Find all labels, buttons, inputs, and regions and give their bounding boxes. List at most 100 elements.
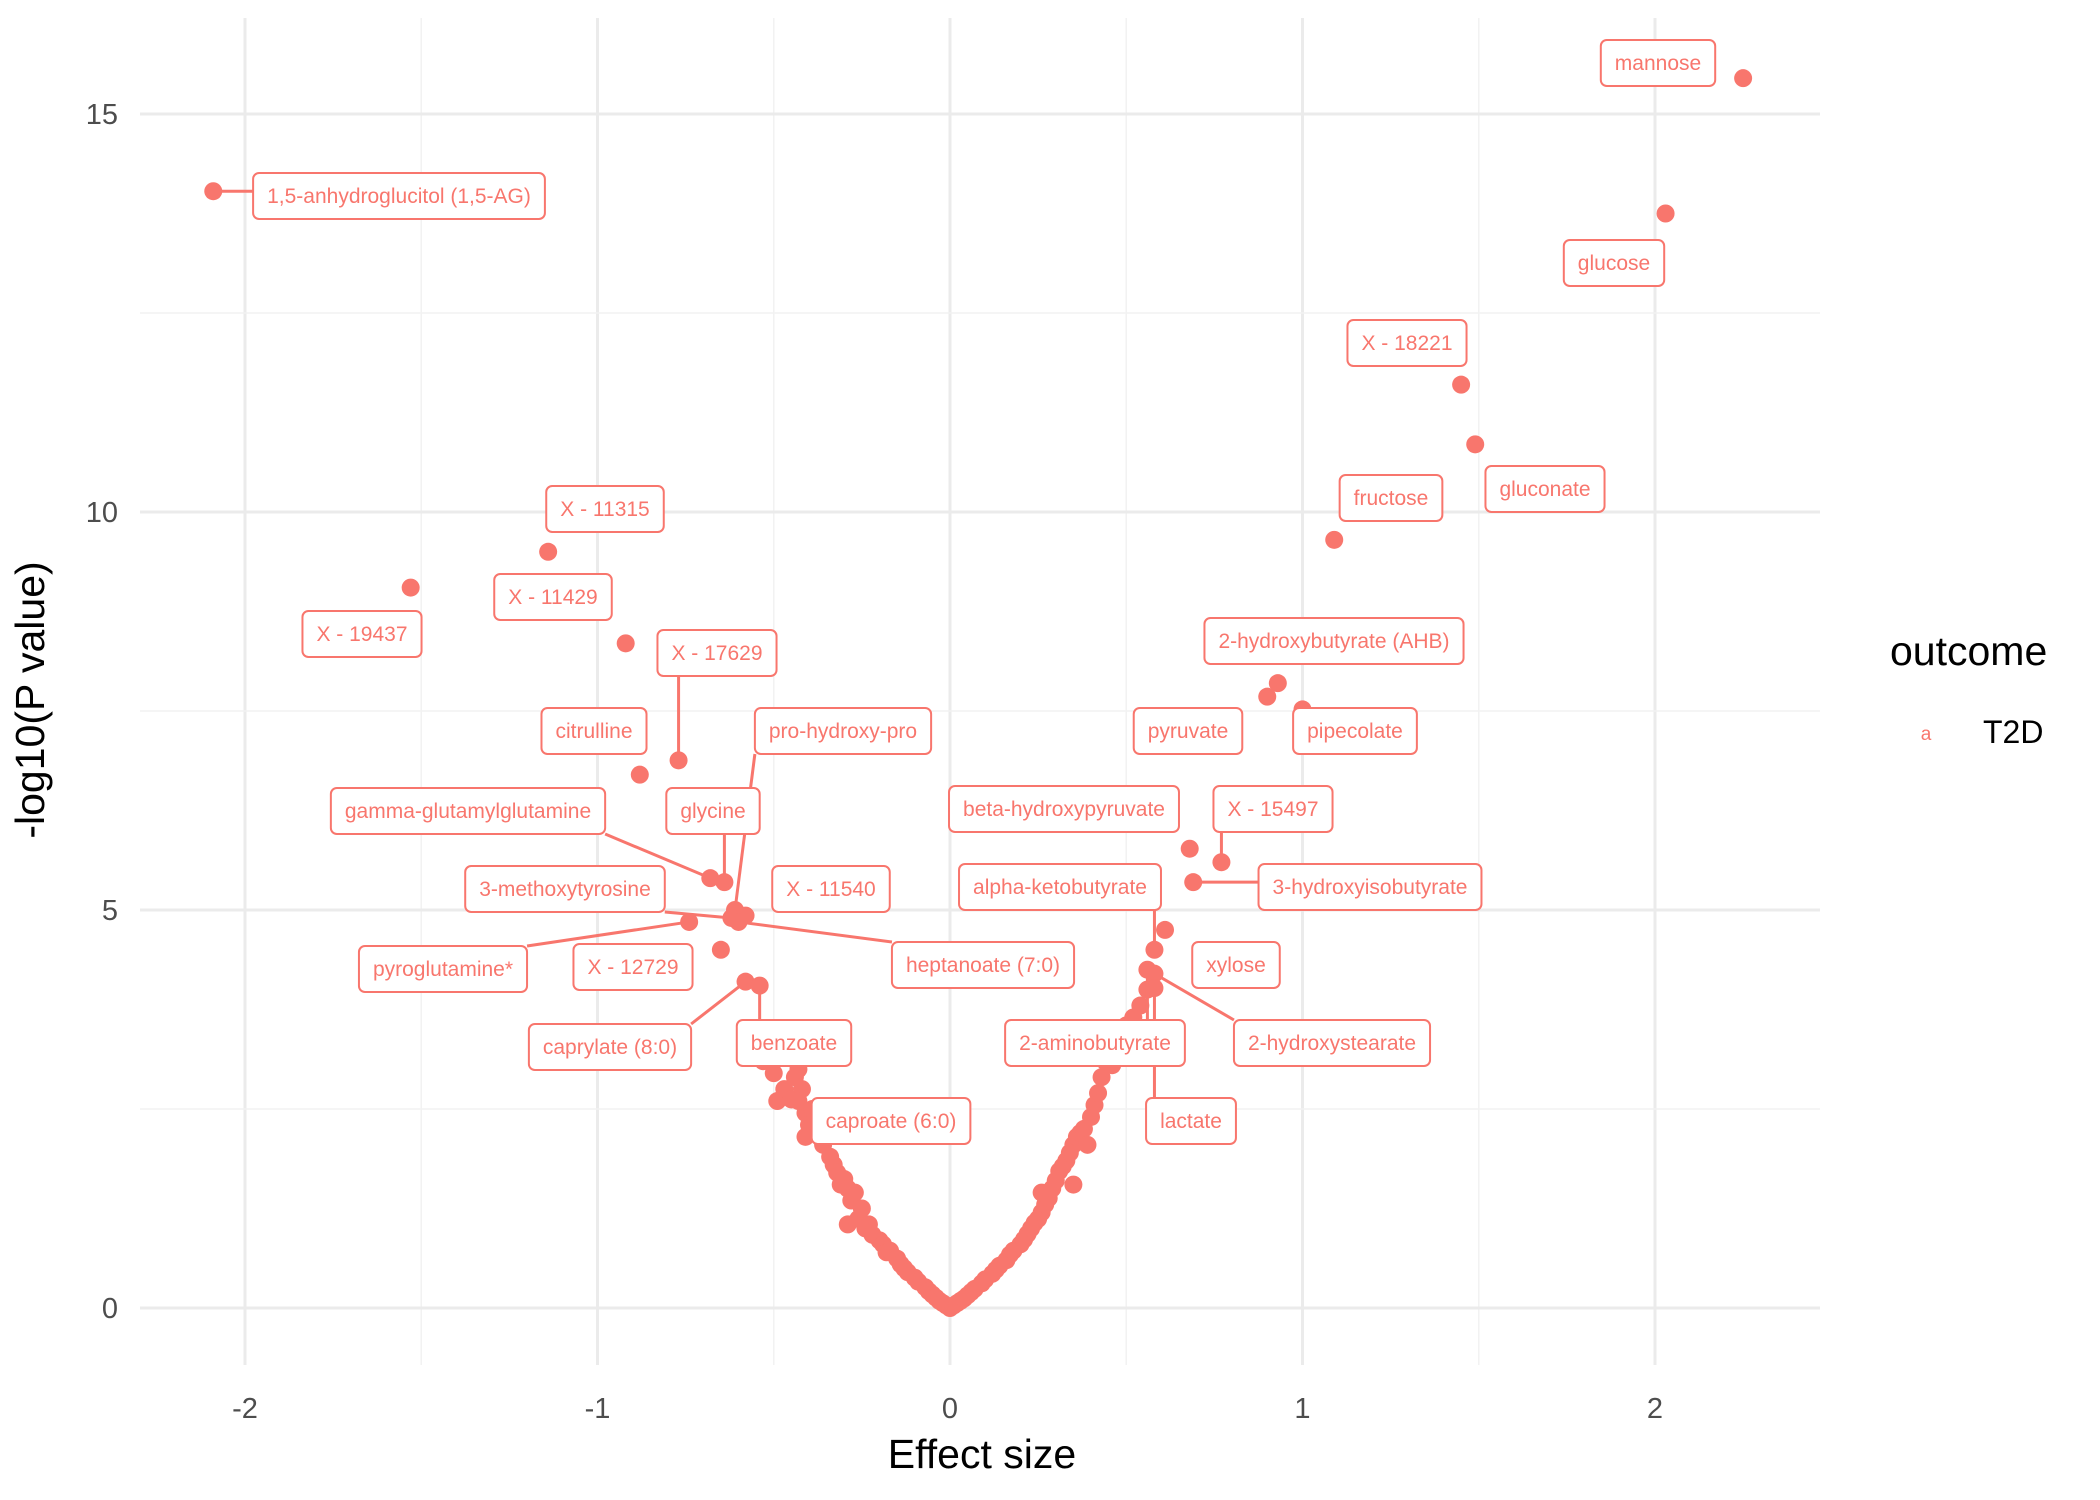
label-box — [1292, 707, 1418, 755]
label-box — [540, 707, 648, 755]
data-point — [1064, 1175, 1083, 1194]
point-label-gluconate: gluconate — [1499, 478, 1590, 501]
x-tick-label: 0 — [942, 1393, 958, 1425]
x-tick-label: -1 — [585, 1393, 611, 1425]
label-box — [890, 941, 1076, 989]
label-box — [301, 610, 423, 658]
data-point-pyroglutamine — [680, 912, 699, 931]
data-point-citrulline — [630, 765, 649, 784]
data-point-caprylate-8-0 — [736, 972, 755, 991]
legend-title: outcome — [1890, 628, 2047, 674]
point-label-x-11315: X - 11315 — [560, 498, 650, 521]
leader-line — [738, 920, 893, 944]
data-point — [1092, 1068, 1111, 1087]
leader-line — [690, 980, 747, 1026]
point-label-x-11540: X - 11540 — [786, 878, 876, 901]
point-label-mannose: mannose — [1615, 52, 1701, 75]
data-point-x-17629 — [669, 751, 688, 770]
data-point-x-11429 — [616, 634, 635, 653]
data-point-caproate-6-0 — [789, 1092, 808, 1111]
label-box — [1338, 474, 1444, 522]
point-label-lactate: lactate — [1160, 1110, 1222, 1133]
data-point-glucose — [1656, 204, 1675, 223]
label-box — [329, 787, 607, 835]
y-tick-label: 5 — [102, 895, 118, 927]
point-label-3-hydroxyisobutyrate: 3-hydroxyisobutyrate — [1273, 876, 1468, 899]
data-point — [852, 1199, 871, 1218]
data-point-x-18221 — [1452, 375, 1471, 394]
label-box — [753, 707, 933, 755]
label-box — [665, 787, 761, 835]
label-box — [1562, 239, 1666, 287]
data-point-glycine — [715, 873, 734, 892]
point-label-glycine: glycine — [680, 800, 745, 823]
data-point — [1078, 1135, 1097, 1154]
label-box — [1346, 319, 1468, 367]
point-label-1-5-anhydroglucitol-1-5-ag: 1,5-anhydroglucitol (1,5-AG) — [267, 185, 531, 208]
data-point-pyruvate — [1258, 687, 1277, 706]
point-label-fructose: fructose — [1354, 487, 1429, 510]
label-box — [464, 865, 666, 913]
point-label-2-aminobutyrate: 2-aminobutyrate — [1019, 1032, 1171, 1055]
data-point-fructose — [1325, 530, 1344, 549]
data-point — [764, 1064, 783, 1083]
point-label-pyroglutamine: pyroglutamine* — [373, 958, 513, 981]
label-box — [572, 943, 694, 991]
y-tick-label: 10 — [86, 497, 118, 529]
label-box — [1212, 785, 1334, 833]
point-label-caprylate-8-0: caprylate (8:0) — [543, 1036, 677, 1059]
data-point-alpha-ketobutyrate — [1145, 940, 1164, 959]
data-point-xylose — [1156, 920, 1175, 939]
point-label-glucose: glucose — [1578, 252, 1650, 275]
data-point-x-11315 — [539, 542, 558, 561]
point-label-x-11429: X - 11429 — [508, 586, 598, 609]
label-box — [252, 172, 546, 220]
x-tick-label: 1 — [1294, 1393, 1310, 1425]
label-box — [1599, 39, 1717, 87]
data-point-x-12729 — [711, 940, 730, 959]
point-label-pipecolate: pipecolate — [1307, 720, 1403, 743]
label-box — [771, 865, 891, 913]
data-point-heptanoate-7-0 — [729, 912, 748, 931]
data-point — [1131, 996, 1150, 1015]
point-labels: mannose glucose 1,5-anhydroglucitol (1,5-A… — [252, 39, 1717, 1145]
point-label-x-18221: X - 18221 — [1361, 332, 1452, 355]
label-box — [1004, 1019, 1186, 1067]
data-point-beta-hydroxypyruvate — [1180, 839, 1199, 858]
point-label-beta-hydroxypyruvate: beta-hydroxypyruvate — [963, 798, 1165, 821]
point-label-alpha-ketobutyrate: alpha-ketobutyrate — [973, 876, 1147, 899]
grid — [140, 18, 1820, 1365]
data-point-2-hydroxybutyrate-ahb — [1268, 674, 1287, 693]
point-label-2-hydroxybutyrate-ahb: 2-hydroxybutyrate (AHB) — [1218, 630, 1449, 653]
x-tick-label: -2 — [232, 1393, 258, 1425]
legend: outcome a T2D — [1890, 628, 2047, 750]
data-point-gamma-glutamylglutamine — [701, 869, 720, 888]
label-box — [1232, 1019, 1432, 1067]
data-point-gluconate — [1466, 435, 1485, 454]
data-point-2-hydroxystearate — [1145, 964, 1164, 983]
leader-line — [526, 920, 690, 948]
legend-entry-t2d: T2D — [1983, 714, 2043, 750]
label-box — [1203, 617, 1465, 665]
legend-key-glyph: a — [1921, 724, 1932, 745]
point-label-benzoate: benzoate — [751, 1032, 837, 1055]
data-point — [796, 1127, 815, 1146]
label-box — [493, 573, 613, 621]
background-points — [740, 980, 1157, 1317]
point-label-x-19437: X - 19437 — [316, 623, 407, 646]
point-label-pyruvate: pyruvate — [1148, 720, 1229, 743]
label-box — [1484, 465, 1606, 513]
y-tick-label: 15 — [86, 99, 118, 131]
y-axis-title: -log10(P value) — [7, 561, 53, 838]
label-box — [735, 1019, 853, 1067]
point-label-pro-hydroxy-pro: pro-hydroxy-pro — [769, 720, 917, 743]
label-box — [958, 863, 1162, 911]
label-box — [656, 629, 778, 677]
point-label-caproate-6-0: caproate (6:0) — [826, 1110, 957, 1133]
leader-line — [664, 910, 732, 920]
data-point-benzoate — [750, 976, 769, 995]
label-box — [1191, 941, 1281, 989]
point-label-x-17629: X - 17629 — [671, 642, 762, 665]
labeled-points — [204, 69, 1753, 1111]
point-label-gamma-glutamylglutamine: gamma-glutamylglutamine — [345, 800, 591, 823]
